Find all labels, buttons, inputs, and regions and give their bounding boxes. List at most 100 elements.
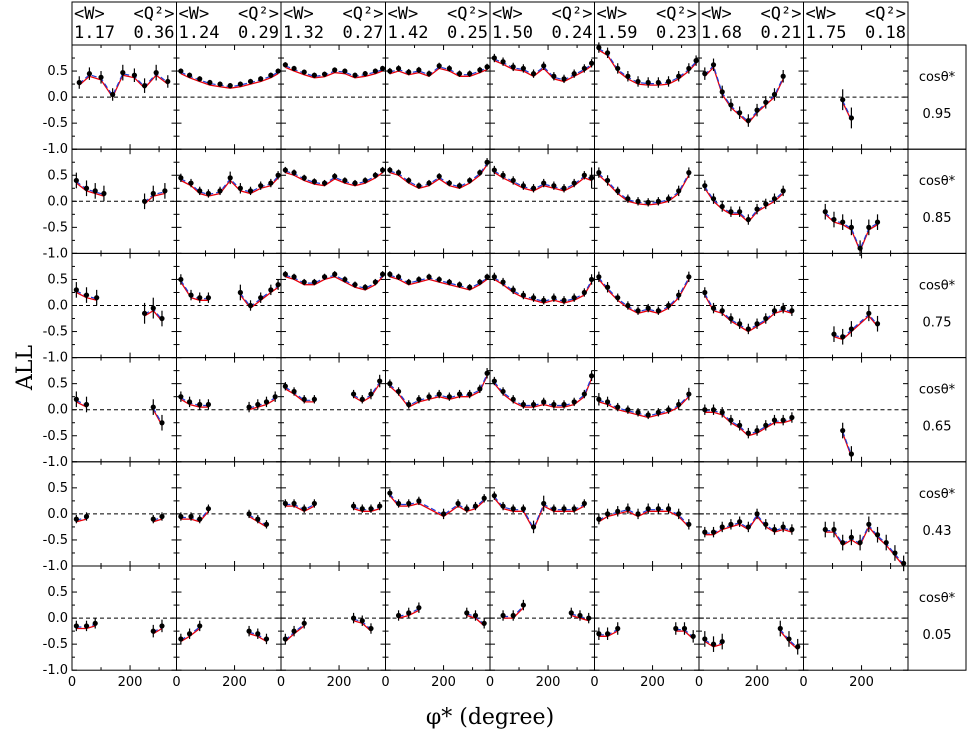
data-point: [831, 331, 837, 337]
data-point: [377, 378, 383, 384]
data-point: [332, 271, 338, 277]
data-point: [500, 279, 506, 285]
x-axis-title: φ* (degree): [426, 705, 554, 730]
data-point: [710, 62, 717, 68]
data-point: [197, 516, 203, 522]
data-point: [178, 175, 184, 181]
data-point: [395, 65, 402, 72]
theory-curve-solid: [825, 525, 905, 567]
data-point: [655, 308, 661, 314]
data-point: [237, 185, 243, 191]
data-point: [282, 383, 288, 389]
theory-curve-dashed: [704, 513, 793, 534]
data-point: [857, 539, 863, 546]
column-header-q2-value: 0.27: [343, 23, 384, 43]
data-point: [719, 89, 725, 95]
data-point: [571, 180, 577, 186]
data-point: [332, 173, 338, 179]
theory-curve-dashed: [494, 58, 592, 81]
row-label-value: 0.75: [923, 315, 952, 330]
data-point: [771, 526, 778, 533]
data-point: [342, 276, 348, 283]
data-point: [467, 391, 473, 397]
data-point: [446, 394, 452, 400]
theory-curve-dashed: [494, 170, 592, 190]
data-point: [406, 69, 412, 75]
data-point: [645, 412, 651, 418]
x-tick-label: 200: [536, 675, 561, 690]
data-point: [780, 73, 786, 79]
data-point: [728, 417, 734, 423]
data-point: [510, 64, 516, 70]
data-point: [676, 188, 682, 194]
data-point: [763, 521, 769, 527]
data-point: [464, 610, 470, 616]
data-point: [763, 99, 769, 105]
data-point: [571, 295, 577, 301]
data-point: [141, 198, 148, 204]
data-point: [754, 427, 760, 434]
data-point: [604, 631, 611, 637]
x-tick-label: 0: [381, 675, 389, 690]
data-point: [178, 513, 184, 520]
row-label-box: [907, 148, 967, 254]
data-point: [291, 500, 297, 507]
data-point: [426, 180, 432, 186]
data-point: [227, 175, 233, 181]
data-point: [255, 401, 261, 408]
panel-3-2: [280, 357, 386, 463]
data-point: [581, 500, 587, 507]
data-point: [625, 196, 631, 202]
data-point: [745, 216, 751, 223]
panel-4-6: [698, 461, 804, 567]
data-point: [387, 381, 393, 387]
data-point: [150, 404, 156, 410]
theory-curve-dashed: [152, 407, 163, 425]
data-point: [596, 274, 602, 280]
data-point: [282, 636, 288, 642]
data-point: [719, 203, 725, 210]
data-point: [874, 532, 881, 538]
data-point: [73, 396, 79, 402]
data-point: [763, 315, 769, 322]
column-header-q2-label: <Q²>: [761, 4, 802, 24]
data-point: [484, 274, 490, 280]
y-tick-label: -0.5: [43, 637, 68, 652]
data-point: [186, 631, 193, 637]
x-tick-label: 200: [431, 675, 456, 690]
data-point: [368, 506, 374, 512]
data-point: [387, 68, 393, 74]
data-point: [258, 295, 264, 301]
theory-curve-solid: [248, 398, 276, 411]
data-point: [237, 289, 243, 296]
data-point: [737, 321, 743, 327]
data-point: [665, 302, 672, 309]
data-point: [359, 618, 365, 624]
data-point: [676, 292, 682, 298]
data-point: [577, 612, 583, 619]
y-tick-label: -1.0: [43, 142, 68, 157]
data-point: [73, 177, 79, 184]
theory-curve-solid: [180, 510, 209, 523]
row-label-value: 0.65: [923, 420, 952, 435]
data-point: [737, 209, 743, 215]
theory-curve-dashed: [239, 285, 279, 308]
column-header-w-label: <W>: [597, 4, 628, 24]
data-point: [615, 625, 621, 632]
data-point: [780, 524, 786, 530]
data-point: [472, 612, 479, 619]
data-point: [372, 68, 378, 74]
theory-curve-dashed: [76, 181, 105, 196]
theory-curve-solid: [598, 396, 690, 419]
data-point: [332, 67, 338, 73]
data-point: [73, 287, 79, 293]
data-point: [561, 185, 567, 191]
data-point: [165, 78, 171, 85]
data-point: [702, 289, 708, 296]
data-point: [588, 373, 595, 379]
column-header-w-value: 1.42: [388, 23, 429, 43]
panel-3-5: [594, 357, 700, 463]
data-point: [581, 391, 587, 397]
data-point: [406, 401, 412, 408]
data-point: [520, 401, 526, 408]
